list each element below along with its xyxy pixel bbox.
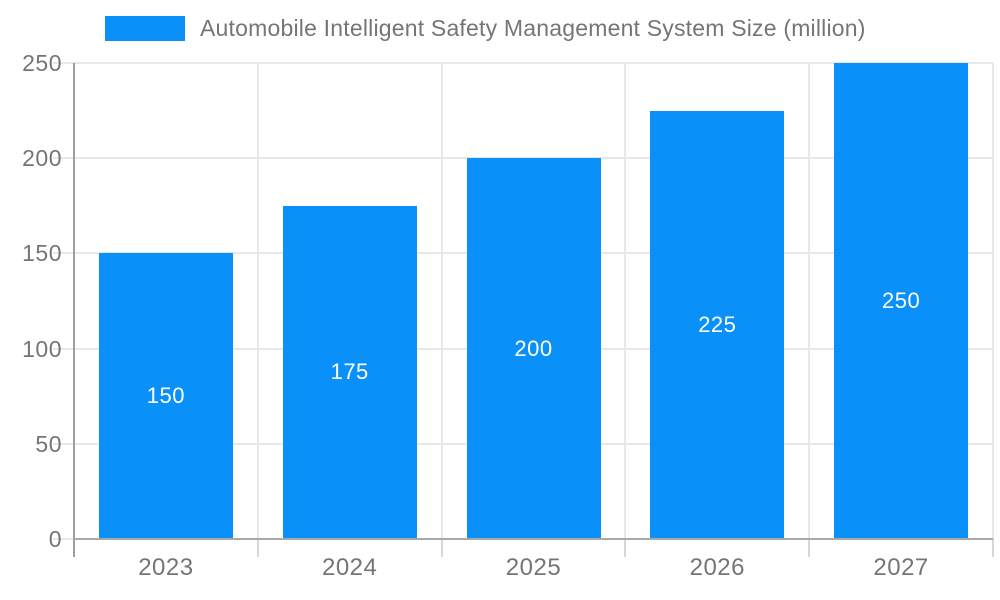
y-gridline	[74, 62, 993, 64]
bar-2024[interactable]: 175	[282, 205, 417, 539]
x-axis-label-2023: 2023	[138, 554, 194, 581]
y-axis-label: 200	[22, 145, 62, 172]
y-axis-label: 50	[35, 430, 62, 457]
legend-swatch	[105, 16, 185, 41]
legend-label: Automobile Intelligent Safety Management…	[200, 15, 866, 41]
bar-2025[interactable]: 200	[466, 158, 601, 539]
y-axis-label: 150	[22, 240, 62, 267]
bar-2027[interactable]: 250	[834, 63, 969, 539]
bar-value-label: 200	[514, 335, 553, 361]
x-axis-line	[74, 538, 993, 540]
bar-value-label: 175	[330, 359, 369, 385]
y-axis-label: 250	[22, 50, 62, 76]
bar-2026[interactable]: 225	[650, 110, 785, 539]
x-axis-tick	[440, 539, 443, 557]
bar-2023[interactable]: 150	[98, 253, 233, 539]
x-axis-label-2024: 2024	[321, 554, 378, 581]
x-axis-label-2026: 2026	[689, 554, 745, 581]
bar-value-label: 250	[881, 288, 921, 313]
x-axis-label-2025: 2025	[505, 554, 562, 581]
x-gridline	[624, 63, 627, 539]
bar-value-label: 150	[146, 383, 185, 409]
y-axis-tick	[53, 538, 74, 540]
x-axis-tick	[808, 539, 811, 557]
legend[interactable]: Automobile Intelligent Safety Management…	[105, 15, 866, 42]
y-axis-tick	[53, 62, 74, 64]
bar-value-label: 225	[698, 311, 737, 337]
x-axis-tick	[256, 539, 259, 557]
x-gridline	[256, 63, 259, 539]
y-axis-tick	[53, 347, 74, 350]
x-axis-label-2027: 2027	[873, 554, 929, 581]
x-axis-tick	[624, 539, 627, 557]
y-axis-tick	[53, 442, 74, 445]
x-gridline	[808, 63, 811, 539]
y-axis-tick	[53, 157, 74, 160]
x-gridline	[440, 63, 443, 539]
y-axis-label: 100	[22, 335, 62, 362]
y-axis-label: 0	[48, 526, 62, 552]
x-gridline	[992, 63, 994, 539]
y-axis-tick	[53, 252, 74, 255]
x-axis-tick	[992, 539, 994, 557]
y-axis-line	[73, 63, 75, 557]
